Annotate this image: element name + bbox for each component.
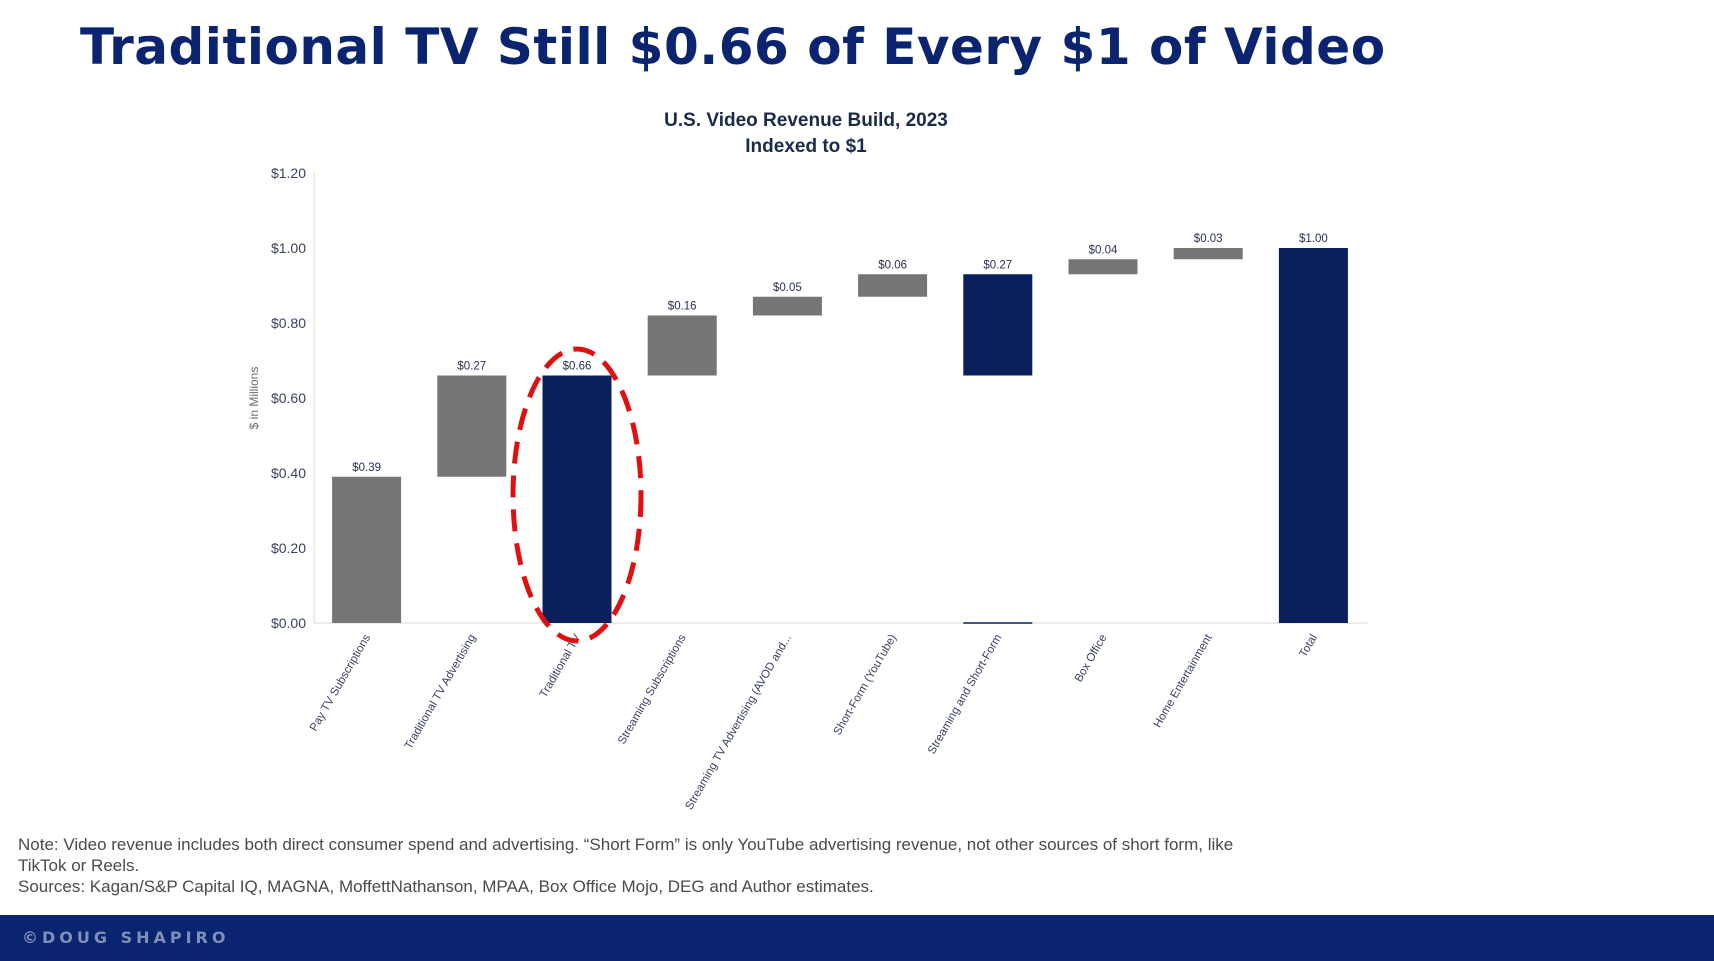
waterfall-bar [858,274,928,297]
y-tick-labels: $0.00 $0.20 $0.40 $0.60 $0.80 $1.00 $1.20 [271,165,306,631]
waterfall-bar [437,375,507,477]
data-label: $1.00 [1299,233,1328,245]
y-axis-label: $ in Millions [247,367,261,430]
y-tick-label: $1.00 [271,240,306,256]
waterfall-chart: U.S. Video Revenue Build, 2023 Indexed t… [247,110,1368,812]
x-tick-label: Streaming Subscriptions [616,632,689,746]
waterfall-bar [752,296,822,316]
chart-title: U.S. Video Revenue Build, 2023 [664,110,948,131]
footnote: Note: Video revenue includes both direct… [18,834,1258,897]
data-label: $0.06 [878,259,907,271]
x-tick-label: Traditional TV Advertising [403,633,479,752]
x-tick-label: Pay TV Subscriptions [308,632,373,733]
highlight-ellipse [510,346,644,644]
waterfall-bar [332,476,402,623]
waterfall-bar [542,375,612,623]
waterfall-bar [963,274,1033,376]
note-text: Note: Video revenue includes both direct… [18,835,1234,875]
footer-copyright: ©DOUG SHAPIRO [22,928,230,947]
slide-title: Traditional TV Still $0.66 of Every $1 o… [80,18,1386,76]
bar-series [332,248,1348,624]
data-labels: $0.39 $0.27 $0.66 $0.16 $0.05 $0.06 $0.27 $0.04… [352,233,1328,474]
data-label: $0.05 [773,282,802,294]
y-tick-label: $0.40 [271,465,306,481]
waterfall-bar [1173,248,1243,260]
sources-text: Sources: Kagan/S&P Capital IQ, MAGNA, Mo… [18,877,874,896]
x-tick-label: Streaming TV Advertising (AVOD and... [683,633,794,812]
data-label: $0.39 [352,462,381,474]
x-tick-label: Box Office [1073,633,1110,685]
x-tick-label: Streaming and Short-Form [926,633,1004,757]
data-label: $0.27 [457,361,486,373]
footer-bar: ©DOUG SHAPIRO [0,915,1714,961]
chart-subtitle: Indexed to $1 [745,136,867,157]
x-tick-label: Short-Form (YouTube) [832,632,900,737]
waterfall-bar [1278,248,1348,623]
data-label: $0.04 [1089,244,1118,256]
data-label: $0.03 [1194,233,1223,245]
y-tick-label: $1.20 [271,165,306,181]
waterfall-bar [647,315,717,376]
x-tick-label: Total [1297,633,1320,660]
y-tick-label: $0.20 [271,540,306,556]
waterfall-bar [1068,259,1138,275]
x-tick-labels: Pay TV Subscriptions Traditional TV Adver… [308,632,1320,812]
y-tick-label: $0.60 [271,390,306,406]
y-tick-label: $0.80 [271,315,306,331]
data-label: $0.16 [668,301,697,313]
x-tick-label: Home Entertainment [1152,632,1216,730]
y-tick-label: $0.00 [271,615,306,631]
data-label: $0.27 [983,259,1012,271]
data-label: $0.66 [563,361,592,373]
